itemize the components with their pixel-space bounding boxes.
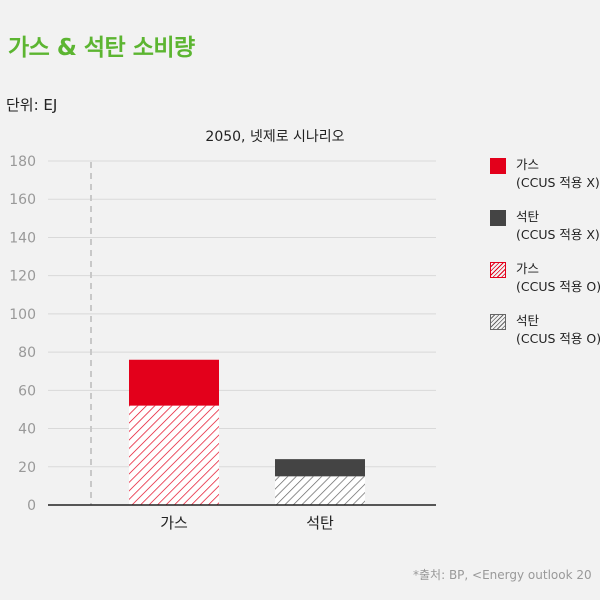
legend-sublabel: (CCUS 적용 O) xyxy=(516,331,600,346)
y-tick-label: 80 xyxy=(18,345,36,361)
bar-segment xyxy=(275,459,365,477)
legend-label: 가스 xyxy=(516,157,540,172)
legend-item: 가스 (CCUS 적용 O) xyxy=(490,260,600,306)
legend-sublabel: (CCUS 적용 X) xyxy=(516,227,600,242)
unit-label: 단위: EJ xyxy=(6,96,58,114)
y-tick-label: 160 xyxy=(9,192,36,208)
y-tick-label: 20 xyxy=(18,460,36,476)
bar-segment xyxy=(275,476,365,505)
y-tick-label: 120 xyxy=(9,269,36,285)
legend-label: 가스 xyxy=(516,261,540,276)
y-tick-label: 140 xyxy=(9,230,36,246)
legend-label: 석탄 xyxy=(516,313,540,328)
bar-segment xyxy=(129,359,219,406)
y-tick-label: 0 xyxy=(27,498,36,514)
x-category-label: 가스 xyxy=(160,514,188,532)
y-tick-label: 180 xyxy=(9,154,36,170)
legend-swatch xyxy=(490,262,506,278)
legend-sublabel: (CCUS 적용 X) xyxy=(516,175,600,190)
legend-item: 석탄 (CCUS 적용 X) xyxy=(490,208,600,254)
legend-swatch xyxy=(490,314,506,330)
source-note: *출처: BP, <Energy outlook 20 xyxy=(413,568,592,582)
page-title: 가스 & 석탄 소비량 xyxy=(8,35,195,61)
legend-item: 석탄 (CCUS 적용 O) xyxy=(490,312,600,358)
legend-swatch xyxy=(490,158,506,174)
y-tick-label: 60 xyxy=(18,383,36,399)
y-tick-label: 100 xyxy=(9,307,36,323)
y-tick-label: 40 xyxy=(18,422,36,438)
bar-segment xyxy=(129,405,219,505)
legend-sublabel: (CCUS 적용 O) xyxy=(516,279,600,294)
legend-item: 가스 (CCUS 적용 X) xyxy=(490,156,600,202)
legend-label: 석탄 xyxy=(516,209,540,224)
x-category-label: 석탄 xyxy=(306,514,334,532)
legend-swatch xyxy=(490,210,506,226)
chart-title: 2050, 넷제로 시나리오 xyxy=(205,129,345,145)
legend: 가스 (CCUS 적용 X) 석탄 (CCUS 적용 X) 가스 (CCUS 적용 O) 석… xyxy=(490,156,600,364)
